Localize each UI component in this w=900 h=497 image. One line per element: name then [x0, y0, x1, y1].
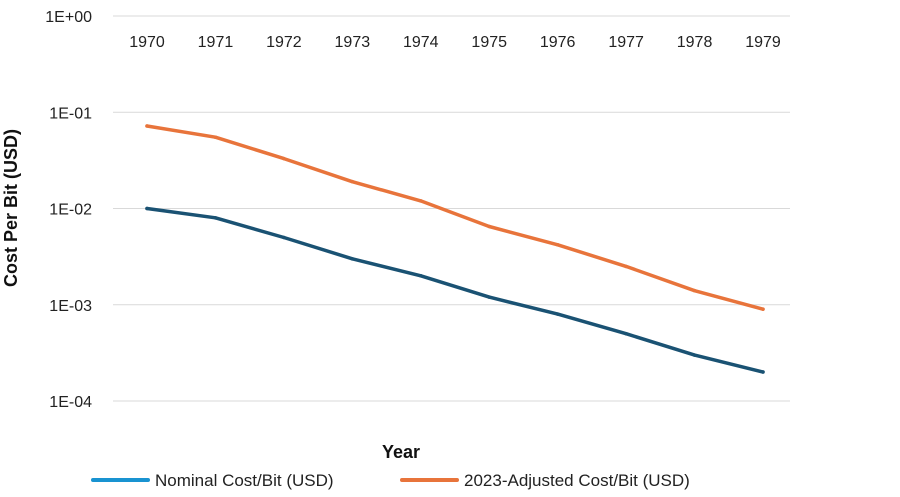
data-point [555, 312, 560, 316]
legend-label: 2023-Adjusted Cost/Bit (USD) [464, 471, 690, 490]
data-point [419, 274, 423, 278]
data-point [282, 235, 286, 240]
data-point [761, 307, 765, 311]
data-point [213, 135, 218, 139]
x-tick-label: 1976 [540, 34, 576, 51]
x-axis-title: Year [382, 442, 420, 462]
data-point [624, 331, 628, 336]
gridlines [113, 15, 790, 402]
data-point [419, 199, 423, 203]
y-tick-labels: 1E+00 1E-01 1E-02 1E-03 1E-04 [45, 9, 92, 411]
y-tick-label: 1E-03 [49, 298, 92, 315]
y-tick-label: 1E-02 [49, 202, 92, 219]
x-tick-label: 1977 [608, 34, 644, 51]
series-line-2 [145, 124, 765, 311]
data-point [487, 295, 491, 299]
y-tick-label: 1E-01 [49, 105, 92, 122]
x-tick-label: 1973 [335, 34, 371, 51]
x-tick-label: 1979 [745, 34, 781, 51]
data-point [692, 353, 697, 357]
legend-label: Nominal Cost/Bit (USD) [155, 471, 334, 490]
data-point [350, 179, 355, 184]
data-point [145, 124, 149, 128]
data-point [692, 288, 697, 293]
x-tick-label: 1971 [198, 34, 234, 51]
x-tick-label: 1974 [403, 34, 439, 51]
x-tick-label: 1978 [677, 34, 713, 51]
data-point [350, 257, 355, 261]
data-point [555, 243, 560, 247]
legend: Nominal Cost/Bit (USD) 2023-Adjusted Cost… [91, 471, 690, 490]
data-point [282, 156, 286, 161]
x-tick-label: 1972 [266, 34, 302, 51]
data-point [487, 224, 491, 229]
x-tick-label: 1975 [471, 34, 507, 51]
data-point [145, 206, 149, 211]
data-point [761, 370, 765, 374]
data-point [624, 264, 628, 269]
x-tick-label: 1970 [129, 34, 165, 51]
data-point [213, 216, 218, 220]
series-lines [145, 124, 765, 374]
y-tick-label: 1E-04 [49, 394, 92, 411]
x-tick-labels: 1970 1971 1972 1973 1974 1975 1976 1977 1978 1979 [129, 34, 781, 51]
series-line-1 [145, 206, 765, 374]
y-axis-title: Cost Per Bit (USD) [1, 129, 21, 287]
y-tick-label: 1E+00 [45, 9, 92, 26]
